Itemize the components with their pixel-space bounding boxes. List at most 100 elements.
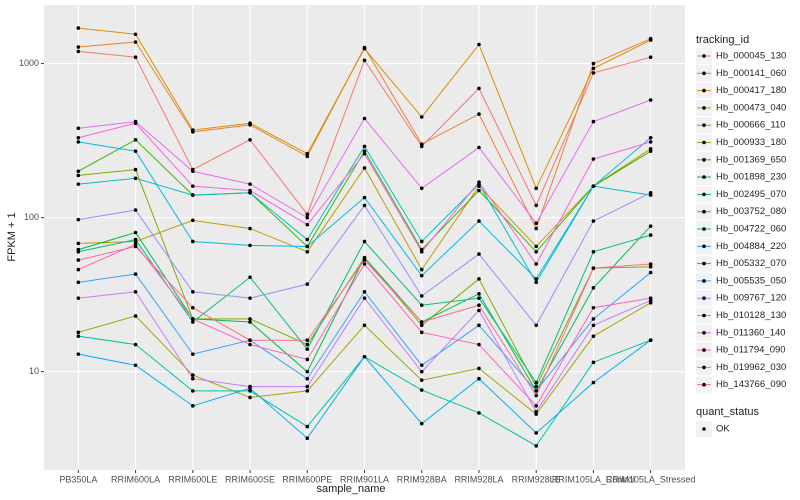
legend-glyph <box>702 244 706 249</box>
point <box>477 145 481 150</box>
point <box>534 409 538 414</box>
legend-glyph <box>702 365 706 370</box>
point <box>534 444 538 448</box>
point <box>305 338 310 343</box>
point <box>477 252 481 256</box>
point <box>362 149 367 153</box>
x-tick-label: RRIM928LE <box>512 474 561 484</box>
point <box>477 308 481 313</box>
point <box>534 393 538 398</box>
legend-glyph <box>702 331 706 335</box>
point <box>305 347 310 351</box>
point <box>248 275 252 280</box>
legend-label: Hb_005535_050 <box>716 275 786 286</box>
point <box>248 320 252 324</box>
point <box>477 219 481 223</box>
point <box>248 188 252 193</box>
legend-label: Hb_000666_110 <box>716 120 786 131</box>
point <box>648 38 653 42</box>
point <box>591 66 596 71</box>
point <box>248 243 252 248</box>
legend-glyph <box>702 192 706 197</box>
point <box>362 58 367 63</box>
point <box>362 255 367 260</box>
point <box>648 264 653 269</box>
point <box>305 384 310 389</box>
point <box>591 317 596 321</box>
point <box>305 436 310 440</box>
point <box>362 116 367 121</box>
x-tick-label: RRIM600PE <box>282 474 332 484</box>
point <box>76 182 81 186</box>
point <box>648 233 653 237</box>
point <box>477 376 481 381</box>
point <box>419 303 424 308</box>
point <box>362 166 367 170</box>
point <box>477 366 481 371</box>
legend-label: Hb_002495_070 <box>716 189 786 200</box>
x-tick-label: RRIM928LA <box>454 474 503 484</box>
legend-label: Hb_005332_070 <box>716 258 786 269</box>
legend-glyph <box>702 279 706 283</box>
point <box>191 376 195 381</box>
point <box>477 296 481 300</box>
point <box>648 140 653 144</box>
point <box>191 218 195 223</box>
point <box>362 262 367 266</box>
legend-glyph <box>702 158 706 162</box>
legend-glyph <box>702 123 706 127</box>
point <box>76 241 81 246</box>
point <box>133 230 138 235</box>
legend-glyph <box>702 382 706 387</box>
point <box>248 138 252 142</box>
point <box>362 323 367 328</box>
point <box>534 431 538 435</box>
point <box>591 119 596 124</box>
point <box>648 135 653 140</box>
point <box>534 262 538 266</box>
legend-glyph <box>702 296 706 301</box>
x-tick-label: RRIM928BA <box>397 474 447 484</box>
legend-glyph <box>702 54 706 58</box>
x-tick-label: RRIM105LA_Control <box>552 474 635 484</box>
point <box>534 186 538 191</box>
point <box>591 334 596 338</box>
point <box>534 389 538 393</box>
x-tick-label: RRIM600LE <box>168 474 217 484</box>
point <box>477 188 481 193</box>
point <box>76 334 81 338</box>
point <box>648 262 653 266</box>
point <box>133 149 138 153</box>
point <box>191 128 195 132</box>
legend-glyph <box>702 209 706 214</box>
point <box>591 286 596 290</box>
point <box>133 363 138 368</box>
point <box>534 384 538 389</box>
point <box>477 323 481 328</box>
y-tick-label: 10 <box>29 366 39 376</box>
point <box>648 224 653 228</box>
legend-label: Hb_011794_090 <box>716 345 786 356</box>
point <box>133 342 138 347</box>
point <box>133 167 138 172</box>
point <box>648 98 653 102</box>
point <box>419 142 424 146</box>
point <box>305 369 310 374</box>
point <box>76 126 81 131</box>
point <box>362 289 367 294</box>
point <box>76 258 81 262</box>
point <box>133 208 138 212</box>
point <box>477 411 481 415</box>
legend-label: Hb_004722_060 <box>716 224 786 235</box>
point <box>191 239 195 244</box>
point <box>419 388 424 392</box>
point <box>305 215 310 220</box>
point <box>76 352 81 356</box>
point <box>591 380 596 385</box>
legend-label: Hb_019962_030 <box>716 362 786 373</box>
legend-glyph <box>702 140 706 145</box>
point <box>477 342 481 347</box>
point <box>534 249 538 254</box>
legend-glyph <box>702 261 706 266</box>
